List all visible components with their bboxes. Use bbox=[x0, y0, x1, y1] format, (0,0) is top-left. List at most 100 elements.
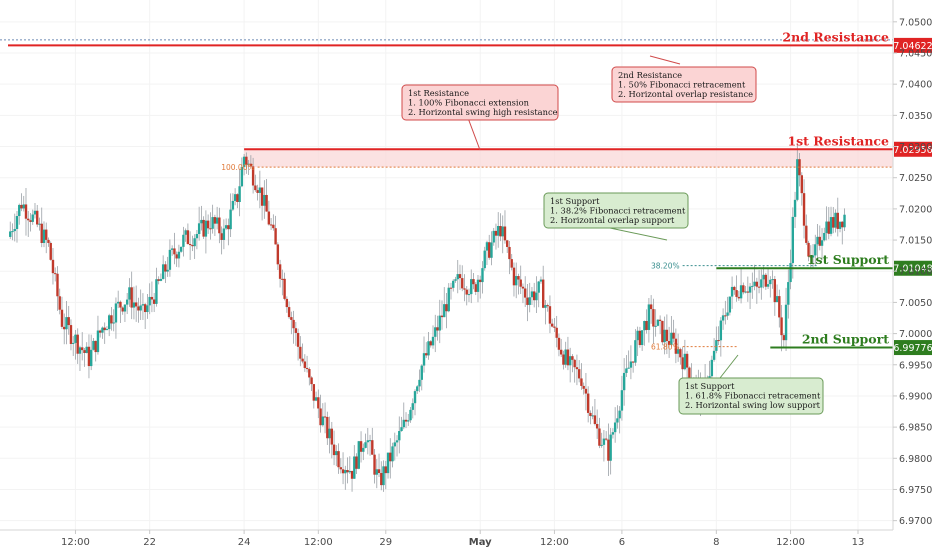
y-tick-label: 7.05000 bbox=[899, 17, 932, 28]
candle-body bbox=[809, 256, 812, 258]
candle-body bbox=[735, 290, 738, 297]
candle-body bbox=[281, 278, 284, 280]
candle-body bbox=[391, 446, 394, 462]
candle-body bbox=[348, 470, 352, 473]
candle-body bbox=[98, 330, 102, 333]
candle-body bbox=[283, 278, 286, 299]
candle-body bbox=[368, 440, 372, 442]
candle-body bbox=[265, 194, 268, 212]
candle-body bbox=[595, 423, 599, 429]
annotation-text: 1st Support bbox=[685, 381, 735, 391]
candle-body bbox=[661, 320, 664, 343]
candle-body bbox=[555, 327, 558, 338]
candle-body bbox=[114, 303, 118, 323]
candle-body bbox=[620, 390, 624, 411]
fib-label: 100.00% bbox=[221, 163, 254, 172]
candle-body bbox=[168, 249, 172, 270]
candle-body bbox=[753, 281, 756, 286]
candle-body bbox=[586, 393, 590, 413]
candle-body bbox=[317, 397, 320, 409]
candle-body bbox=[139, 305, 142, 311]
candle-body bbox=[829, 217, 833, 234]
candle-body bbox=[771, 279, 774, 281]
candle-body bbox=[330, 428, 334, 445]
candle-body bbox=[656, 319, 660, 326]
candle-body bbox=[762, 274, 765, 280]
candle-body bbox=[290, 317, 293, 320]
candle-body bbox=[494, 230, 498, 236]
candle-body bbox=[38, 223, 41, 225]
candle-body bbox=[296, 332, 300, 347]
candle-body bbox=[350, 470, 354, 479]
candle-body bbox=[836, 212, 839, 229]
x-tick-label: 6 bbox=[619, 537, 625, 548]
candle-body bbox=[519, 279, 522, 287]
candle-body bbox=[287, 307, 291, 318]
candle-body bbox=[449, 287, 453, 289]
candle-body bbox=[485, 242, 489, 251]
level-price-value: 7.02956 bbox=[893, 145, 932, 156]
candle-body bbox=[737, 296, 741, 299]
candle-body bbox=[27, 218, 30, 221]
candle-body bbox=[629, 361, 633, 368]
candle-body bbox=[164, 264, 167, 272]
candle-body bbox=[506, 240, 509, 247]
candle-body bbox=[609, 434, 612, 461]
candle-body bbox=[314, 397, 318, 401]
candle-body bbox=[544, 305, 547, 308]
candle-body bbox=[247, 163, 250, 165]
candle-body bbox=[213, 217, 217, 224]
candle-body bbox=[566, 349, 570, 366]
candle-body bbox=[319, 408, 322, 426]
candle-body bbox=[116, 301, 120, 304]
candle-body bbox=[134, 302, 138, 307]
candle-body bbox=[191, 245, 194, 247]
x-tick-label: 29 bbox=[379, 537, 392, 548]
level-price-value: 7.01048 bbox=[893, 264, 932, 275]
candle-body bbox=[60, 309, 64, 327]
candle-body bbox=[222, 228, 226, 240]
candle-body bbox=[310, 377, 313, 385]
candle-body bbox=[249, 163, 253, 167]
candle-body bbox=[461, 278, 464, 289]
candle-body bbox=[260, 187, 264, 206]
candle-body bbox=[530, 291, 534, 298]
candle-body bbox=[373, 454, 376, 475]
candle-body bbox=[45, 229, 48, 240]
candle-body bbox=[224, 225, 228, 229]
candle-body bbox=[42, 229, 46, 243]
candle-body bbox=[573, 359, 576, 368]
candle-body bbox=[384, 466, 387, 474]
candle-body bbox=[634, 340, 637, 363]
candle-body bbox=[206, 220, 210, 229]
y-tick-label: 7.03000 bbox=[899, 142, 932, 153]
candle-body bbox=[179, 246, 183, 252]
candle-body bbox=[739, 285, 743, 299]
candle-body bbox=[467, 294, 471, 296]
candle-body bbox=[263, 194, 266, 206]
candle-body bbox=[301, 358, 304, 362]
candle-body bbox=[18, 204, 21, 217]
candle-body bbox=[337, 451, 340, 468]
candle-body bbox=[254, 185, 257, 191]
candle-body bbox=[796, 159, 799, 200]
candle-body bbox=[258, 187, 262, 193]
x-tick-label: 8 bbox=[713, 537, 719, 548]
y-tick-label: 6.98500 bbox=[899, 423, 932, 434]
level-price-value: 7.04622 bbox=[893, 41, 932, 52]
annotation-text: 2. Horizontal overlap support bbox=[550, 215, 675, 225]
candle-body bbox=[74, 334, 77, 343]
annotation-text: 1st Resistance bbox=[408, 88, 469, 98]
candle-body bbox=[285, 298, 289, 308]
candle-body bbox=[215, 217, 219, 224]
candle-body bbox=[152, 299, 156, 304]
candle-body bbox=[389, 452, 392, 462]
candle-body bbox=[733, 286, 736, 291]
candle-body bbox=[515, 276, 518, 286]
candle-body bbox=[418, 379, 421, 387]
candle-body bbox=[497, 225, 500, 236]
annotation-pointer bbox=[719, 354, 739, 379]
candle-body bbox=[726, 312, 729, 316]
candle-body bbox=[643, 320, 646, 331]
